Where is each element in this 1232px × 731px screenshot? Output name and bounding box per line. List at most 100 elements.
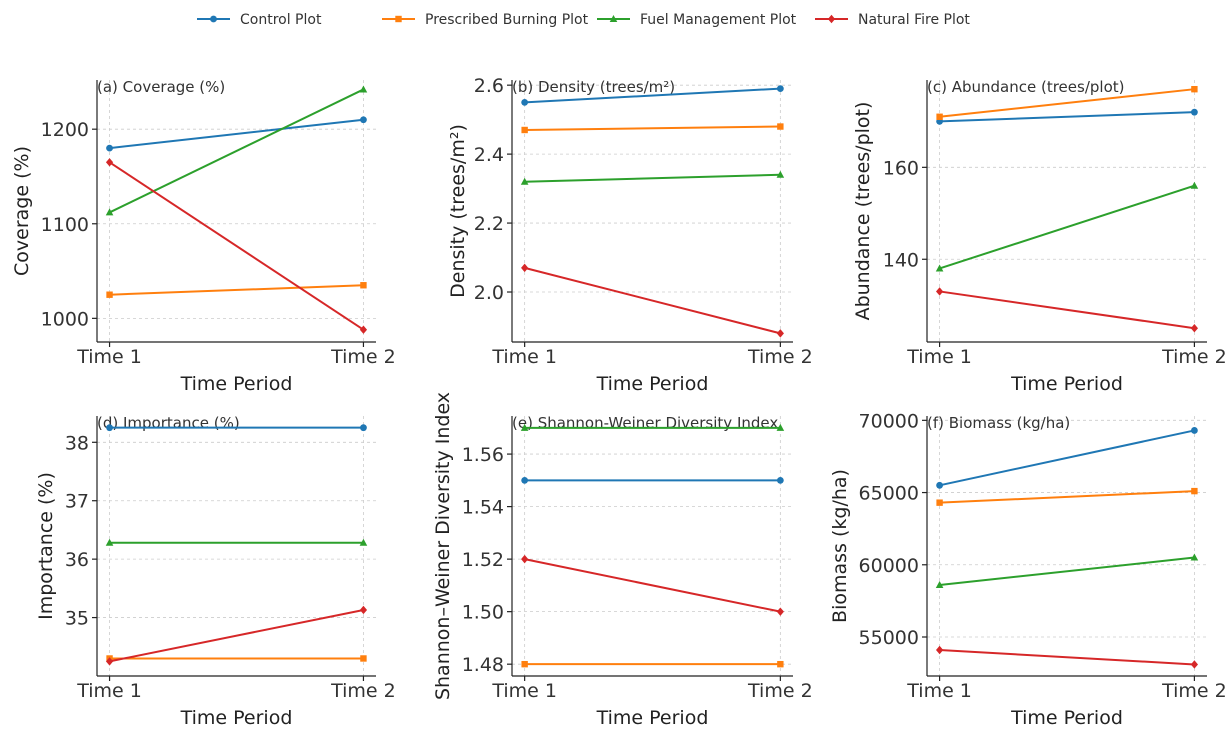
series-fuel-management-plot bbox=[935, 181, 1199, 272]
series-line bbox=[524, 558, 781, 613]
x-tick-label: Time 2 bbox=[747, 346, 813, 368]
series-fuel-management-plot bbox=[935, 553, 1199, 588]
series-line bbox=[109, 608, 364, 663]
x-axis-label: Time Period bbox=[596, 373, 709, 395]
series-control-plot bbox=[521, 85, 784, 106]
series-line bbox=[939, 649, 1195, 666]
legend-marker bbox=[609, 15, 618, 22]
legend: Control Plot Prescribed Burning Plot Fuel … bbox=[197, 12, 970, 28]
series-natural-fire-plot bbox=[105, 158, 368, 334]
y-axis-label: Density (trees/m²) bbox=[447, 124, 469, 298]
data-point bbox=[521, 660, 528, 668]
y-axis-label: Shannon–Weiner Diversity Index bbox=[432, 392, 454, 700]
series-line bbox=[109, 161, 364, 331]
y-tick-label: 37 bbox=[65, 491, 89, 513]
chart-panel-d: 35 36 37 38 Time 1 Time 2 Time Period Importanc… bbox=[35, 414, 396, 729]
data-point bbox=[1190, 181, 1199, 189]
x-tick-label: Time 1 bbox=[76, 346, 142, 368]
series-fuel-management-plot bbox=[520, 170, 785, 185]
y-tick-label: 160 bbox=[883, 157, 919, 179]
series-fuel-management-plot bbox=[105, 538, 368, 546]
data-point bbox=[521, 126, 528, 134]
series-control-plot bbox=[936, 108, 1198, 125]
data-point bbox=[521, 476, 529, 484]
chart-panel-c: 140 160 Time 1 Time 2 Time Period Abundance (… bbox=[852, 78, 1227, 395]
series-line bbox=[524, 87, 781, 104]
x-axis-label: Time Period bbox=[1010, 707, 1123, 729]
y-tick-label: 35 bbox=[65, 608, 89, 630]
y-tick-label: 36 bbox=[65, 549, 89, 571]
data-point bbox=[1191, 85, 1198, 93]
series-natural-fire-plot bbox=[521, 554, 784, 616]
panel-title: (f) Biomass (kg/ha) bbox=[927, 414, 1070, 432]
legend-entry-fuel-management-plot: Fuel Management Plot bbox=[597, 12, 797, 28]
y-tick-label: 2.6 bbox=[474, 75, 504, 97]
data-point bbox=[1190, 660, 1198, 669]
data-point bbox=[360, 116, 367, 124]
series-line bbox=[939, 88, 1195, 118]
series-natural-fire-plot bbox=[936, 645, 1198, 669]
legend-marker bbox=[210, 15, 217, 23]
series-fuel-management-plot bbox=[105, 85, 368, 216]
y-tick-label: 2.4 bbox=[474, 144, 504, 166]
legend-entry-control-plot: Control Plot bbox=[197, 12, 322, 28]
data-point bbox=[359, 325, 368, 334]
y-tick-label: 1000 bbox=[41, 308, 89, 330]
data-point bbox=[936, 287, 944, 296]
y-axis-label: Coverage (%) bbox=[11, 146, 33, 276]
y-tick-label: 70000 bbox=[859, 410, 919, 432]
panel-title: (e) Shannon-Weiner Diversity Index bbox=[512, 414, 778, 432]
x-axis-label: Time Period bbox=[1010, 373, 1123, 395]
y-tick-label: 1200 bbox=[41, 119, 89, 141]
series-prescribed-burning-plot bbox=[521, 660, 784, 668]
series-line bbox=[524, 266, 781, 335]
data-point bbox=[106, 144, 113, 152]
y-axis-label: Importance (%) bbox=[35, 472, 57, 620]
series-line bbox=[109, 284, 364, 296]
data-point bbox=[776, 170, 785, 178]
data-point bbox=[106, 424, 113, 432]
data-point bbox=[105, 538, 114, 546]
data-point bbox=[1191, 427, 1198, 434]
data-point bbox=[776, 476, 784, 484]
series-control-plot bbox=[106, 116, 367, 152]
x-tick-label: Time 1 bbox=[491, 680, 557, 702]
legend-entry-prescribed-burning-plot: Prescribed Burning Plot bbox=[382, 12, 589, 28]
data-point bbox=[359, 538, 368, 546]
series-prescribed-burning-plot bbox=[936, 487, 1198, 506]
x-axis-label: Time Period bbox=[180, 373, 293, 395]
data-point bbox=[936, 645, 944, 655]
data-point bbox=[520, 177, 529, 185]
legend-label: Control Plot bbox=[240, 12, 322, 28]
series-line bbox=[524, 173, 781, 183]
data-point bbox=[776, 85, 784, 93]
series-line bbox=[939, 111, 1195, 123]
data-point bbox=[1190, 553, 1199, 561]
series-prescribed-burning-plot bbox=[936, 85, 1198, 120]
legend-label: Natural Fire Plot bbox=[858, 12, 970, 28]
x-tick-label: Time 2 bbox=[747, 680, 813, 702]
x-axis-label: Time Period bbox=[180, 707, 293, 729]
x-tick-label: Time 1 bbox=[906, 680, 972, 702]
panel-title: (a) Coverage (%) bbox=[97, 78, 225, 96]
data-point bbox=[777, 660, 784, 668]
y-tick-label: 2.2 bbox=[474, 213, 504, 235]
data-point bbox=[936, 499, 943, 506]
y-tick-label: 1.50 bbox=[462, 602, 504, 624]
series-line bbox=[109, 88, 364, 214]
data-point bbox=[520, 423, 529, 431]
series-prescribed-burning-plot bbox=[106, 655, 367, 662]
legend-marker bbox=[395, 15, 402, 23]
data-point bbox=[105, 208, 114, 216]
y-tick-label: 2.0 bbox=[474, 282, 504, 304]
series-control-plot bbox=[936, 427, 1198, 489]
chart-panels: 1000 1100 1200 Time 1 Time 2 Time Period Cover… bbox=[11, 75, 1227, 729]
data-point bbox=[359, 85, 368, 93]
series-natural-fire-plot bbox=[521, 263, 784, 338]
data-point bbox=[521, 554, 529, 564]
series-line bbox=[939, 290, 1195, 330]
y-tick-label: 55000 bbox=[859, 627, 919, 649]
y-axis-label: Biomass (kg/ha) bbox=[829, 469, 851, 623]
data-point bbox=[360, 424, 367, 432]
